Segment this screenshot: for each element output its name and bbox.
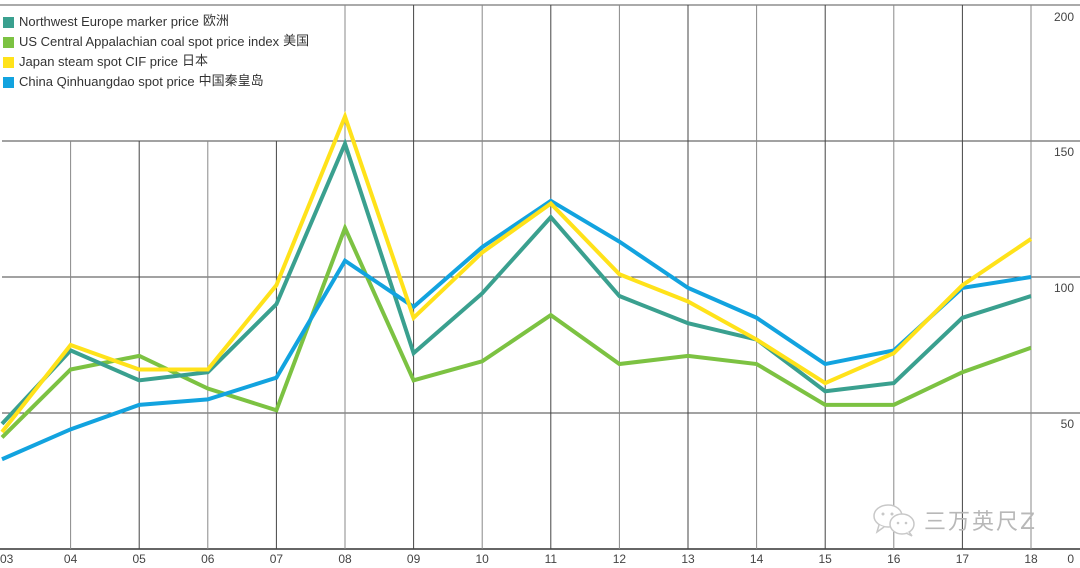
legend-item-china: China Qinhuangdao spot price 中国秦皇岛: [3, 72, 309, 92]
x-tick-label: 06: [201, 552, 215, 566]
wechat-icon: [872, 503, 918, 537]
series-lines: [0, 110, 1033, 462]
legend-label: US Central Appalachian coal spot price i…: [19, 34, 280, 49]
x-tick-label: 05: [132, 552, 146, 566]
legend-swatch: [3, 16, 14, 28]
x-tick-label: 09: [406, 552, 421, 566]
x-tick-label: 04: [63, 552, 78, 566]
x-tick-label: 10: [475, 552, 489, 566]
legend-item-northwest-europe: Northwest Europe marker price 欧洲: [3, 12, 309, 32]
x-tick-label: 18: [1024, 552, 1038, 566]
x-tick-label: 07: [269, 552, 284, 566]
x-tick-label: 11: [544, 552, 558, 566]
x-tick-label: 12: [612, 552, 627, 566]
legend: Northwest Europe marker price 欧洲 US Cent…: [3, 12, 309, 92]
x-tick-label: 13: [681, 552, 695, 566]
x-tick-label: 17: [955, 552, 970, 566]
y-tick-label-100: 100: [1053, 281, 1074, 295]
legend-label-cn: 欧洲: [202, 14, 229, 29]
x-tick-label: 03: [0, 552, 14, 566]
x-tick-label: 15: [818, 552, 832, 566]
watermark-text: 三万英尺Z: [924, 510, 1038, 535]
x-tick-label: 14: [749, 552, 764, 566]
legend-swatch: [3, 76, 14, 88]
legend-swatch: [3, 36, 14, 48]
legend-label-cn: 日本: [181, 54, 208, 69]
legend-label: Japan steam spot CIF price: [19, 54, 178, 69]
y-tick-label-200: 200: [1053, 10, 1074, 24]
series-line-0: [0, 138, 1032, 426]
series-line-1: [0, 222, 1032, 439]
grid: [0, 4, 1080, 550]
watermark: 三万英尺Z: [872, 503, 1037, 537]
x-tick-label: 08: [338, 552, 352, 566]
legend-item-us-appalachian: US Central Appalachian coal spot price i…: [3, 32, 309, 52]
series-line-3: [1, 198, 1032, 462]
legend-label-cn: 中国秦皇岛: [198, 74, 264, 89]
series-line-2: [0, 110, 1033, 434]
legend-label: Northwest Europe marker price: [19, 14, 199, 29]
legend-label-cn: 美国: [283, 34, 310, 49]
legend-swatch: [3, 56, 14, 68]
legend-label: China Qinhuangdao spot price: [19, 74, 195, 89]
y-tick-label-50: 50: [1060, 417, 1074, 431]
legend-item-japan: Japan steam spot CIF price 日本: [3, 52, 309, 72]
x-tick-label: 16: [887, 552, 901, 566]
y-tick-label-0: 0: [1067, 552, 1074, 566]
y-tick-label-150: 150: [1053, 145, 1074, 159]
